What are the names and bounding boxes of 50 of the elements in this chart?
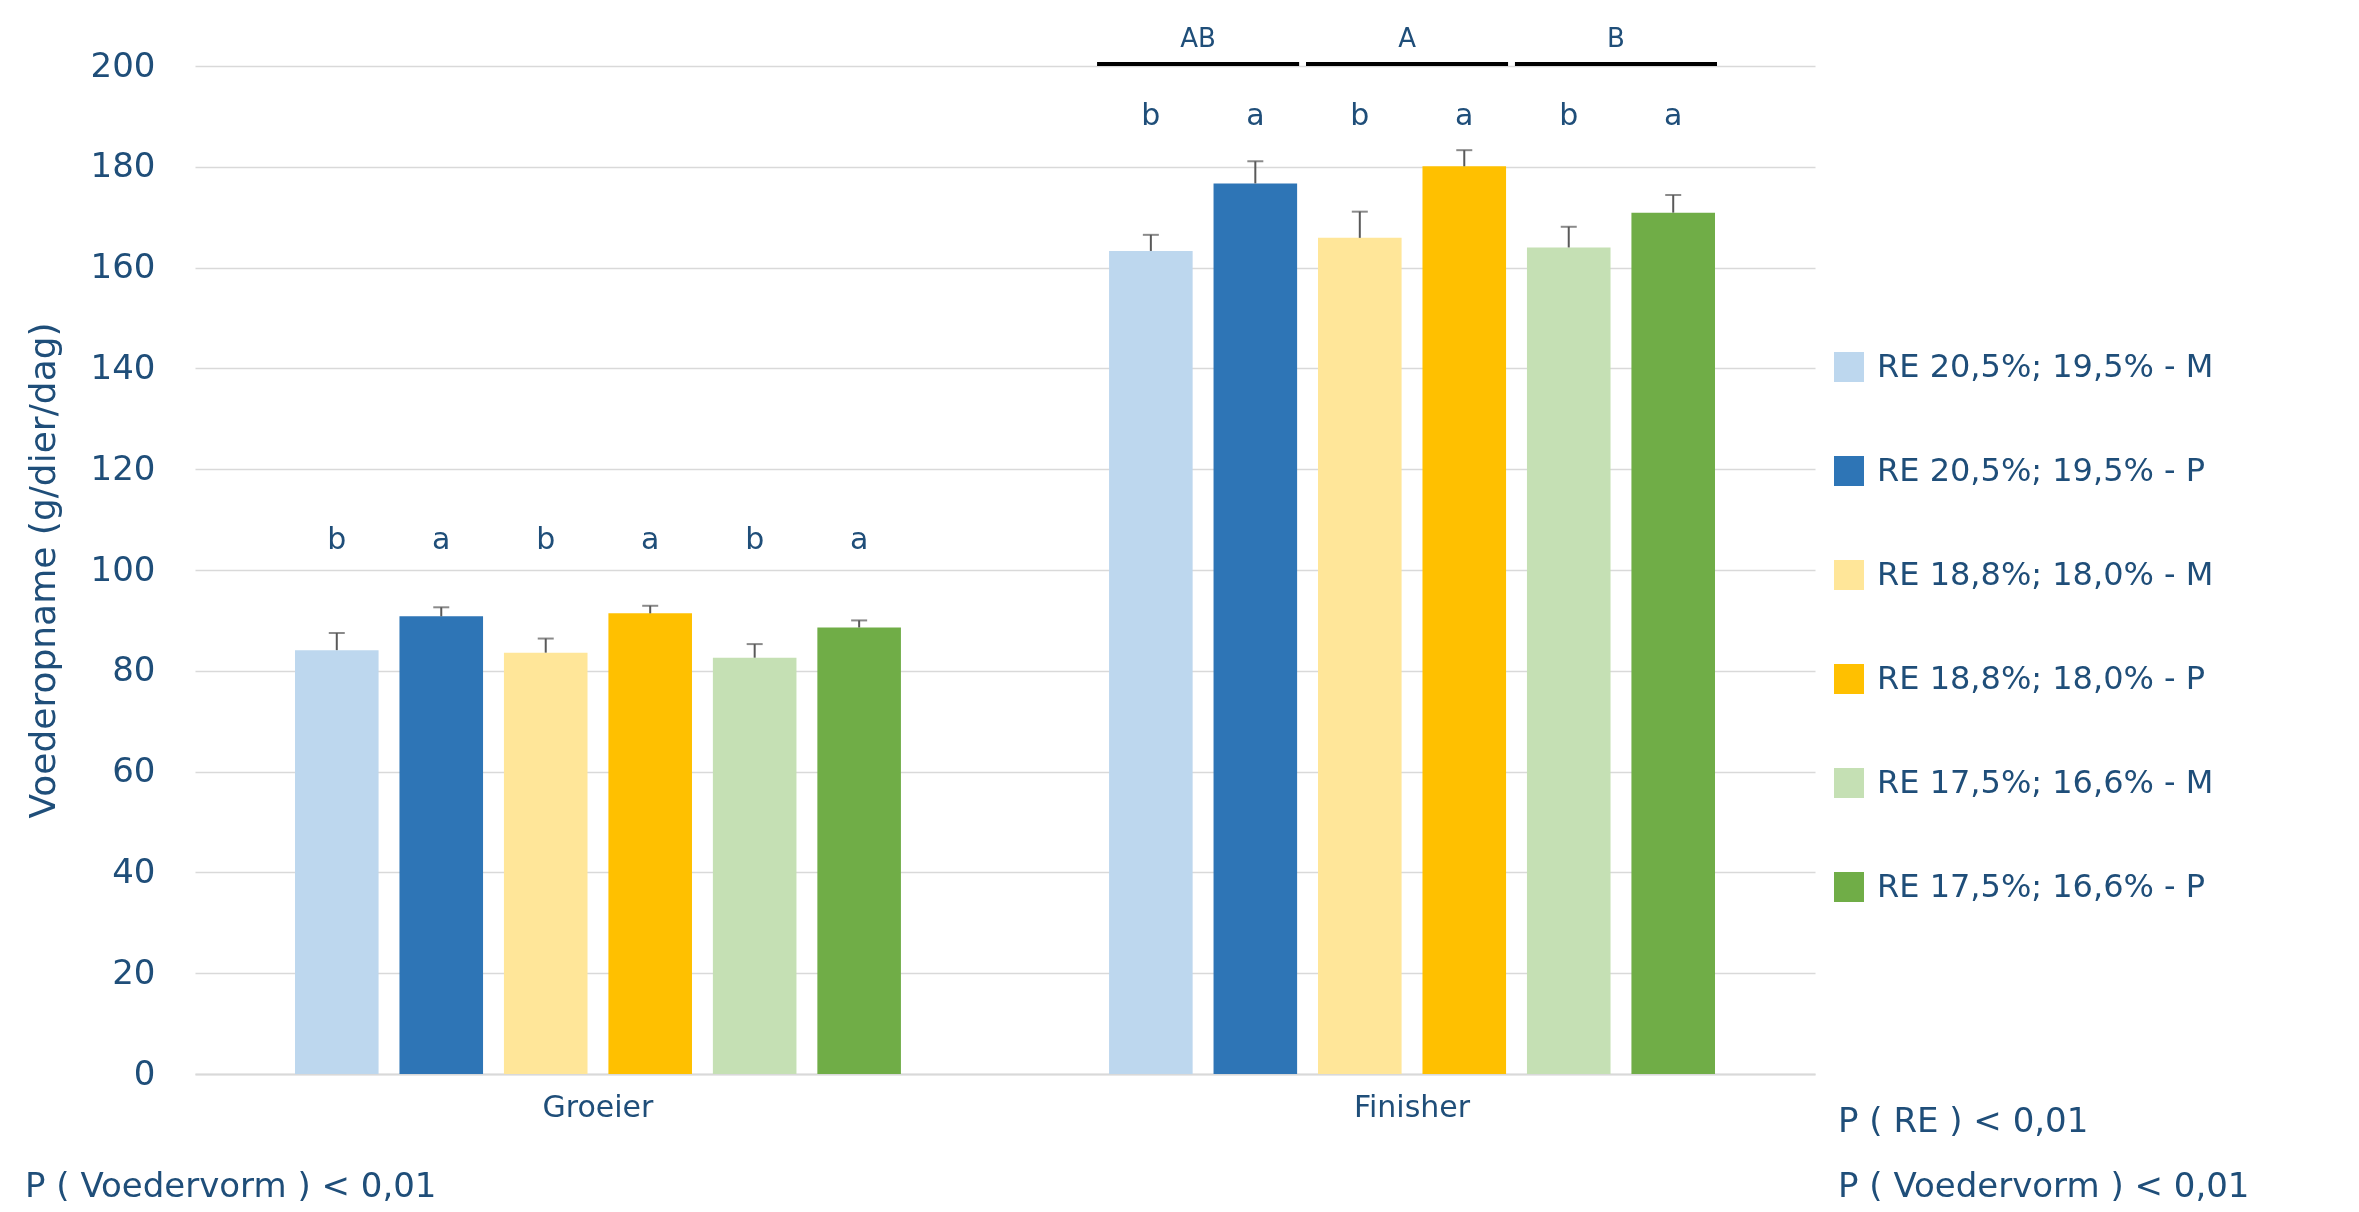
y-tick-label: 180 (90, 145, 156, 186)
y-tick-label: 200 (90, 44, 156, 85)
y-tick-label: 120 (90, 447, 156, 488)
annotation: a (641, 520, 660, 556)
y-tick-label: 20 (112, 951, 156, 992)
annotation: b (1559, 97, 1579, 133)
annotation: a (1664, 97, 1683, 133)
bar (608, 613, 692, 1074)
legend-label: RE 20,5%; 19,5% - M (1877, 347, 2214, 385)
annotation: b (536, 520, 556, 556)
legend-label: RE 20,5%; 19,5% - P (1877, 451, 2206, 489)
legend-label: RE 18,8%; 18,0% - M (1877, 555, 2214, 593)
bar (817, 627, 901, 1074)
text: P ( Voedervorm ) < 0,01 (1838, 1165, 2250, 1205)
text: A (1398, 23, 1417, 53)
y-tick-label: 160 (90, 246, 156, 287)
y-tick-label: 40 (112, 850, 156, 891)
legend-label: RE 18,8%; 18,0% - P (1877, 659, 2206, 697)
bar (1631, 212, 1716, 1074)
annotation: a (1455, 97, 1474, 133)
y-tick-label: 0 (133, 1052, 156, 1093)
text: P ( Voedervorm ) < 0,01 (25, 1165, 437, 1205)
annotation: b (327, 520, 347, 556)
bar (1526, 247, 1611, 1074)
bar (503, 652, 588, 1074)
bar (1109, 250, 1193, 1074)
text: AB (1180, 23, 1216, 53)
bar (294, 650, 379, 1074)
bar (1422, 166, 1507, 1074)
y-tick-label: 140 (90, 346, 156, 387)
x-tick-label: Groeier (542, 1088, 655, 1124)
bar (1213, 183, 1298, 1074)
text: B (1607, 23, 1625, 53)
annotation: b (1350, 97, 1370, 133)
bar (399, 616, 484, 1074)
y-tick-label: 80 (112, 649, 156, 690)
annotation: a (1246, 97, 1265, 133)
y-tick-label: 60 (112, 750, 156, 791)
y-axis-title: Voederopname (g/dier/dag) (21, 322, 63, 819)
legend-label: RE 17,5%; 16,6% - P (1877, 867, 2206, 905)
annotation: b (1141, 97, 1161, 133)
x-tick-label: Finisher (1353, 1088, 1471, 1124)
text: P ( RE ) < 0,01 (1838, 1100, 2089, 1140)
y-tick-label: 100 (90, 548, 156, 589)
legend-label: RE 17,5%; 16,6% - M (1877, 763, 2214, 801)
annotation: a (432, 520, 451, 556)
annotation: a (849, 520, 869, 556)
bar (712, 657, 797, 1074)
annotation: b (745, 520, 765, 556)
bar (1318, 237, 1402, 1074)
